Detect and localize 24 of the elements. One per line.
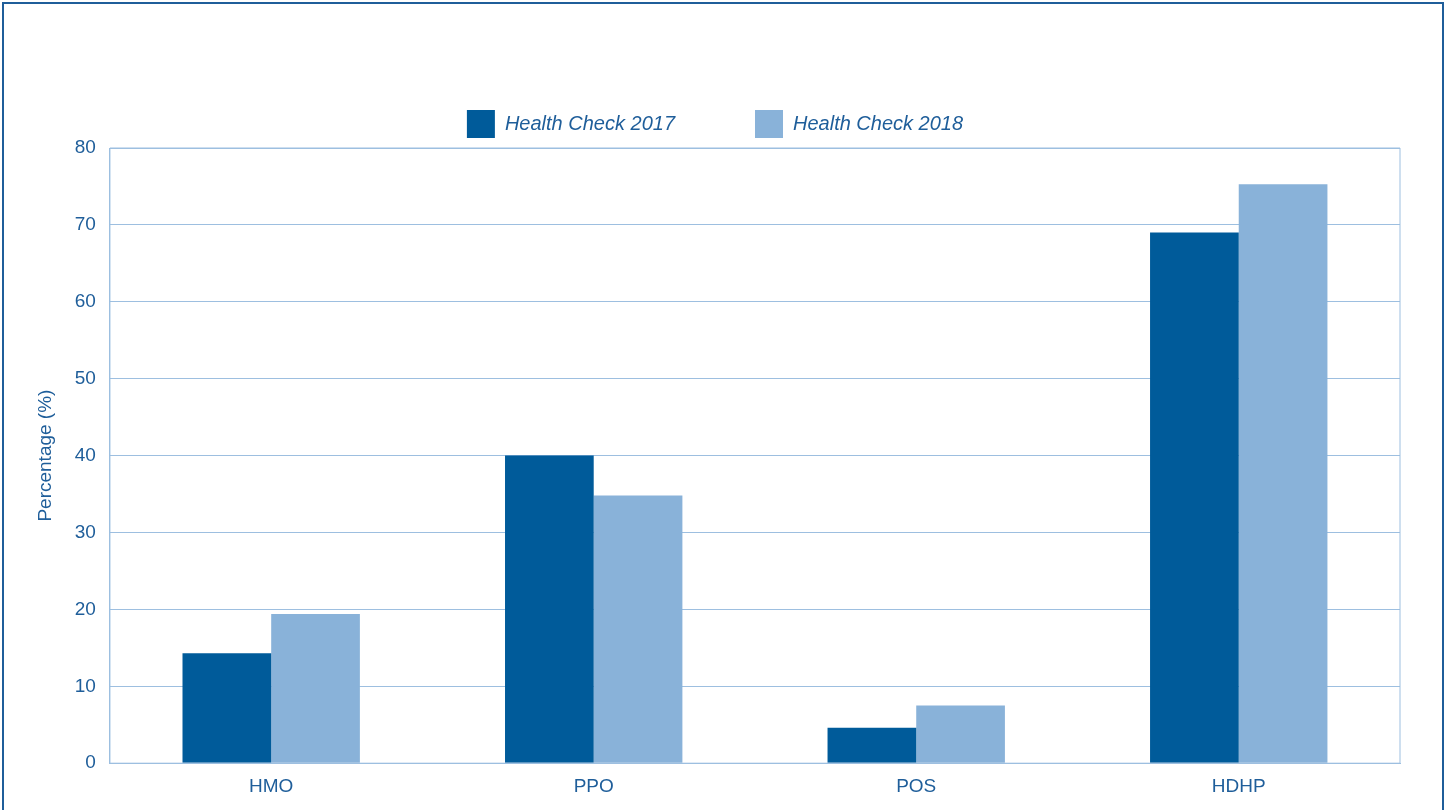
y-tick-label: 80 (74, 136, 96, 158)
y-tick-label: 0 (85, 751, 96, 773)
x-tick-label: HDHP (1211, 774, 1266, 796)
legend-label: Health Check 2017 (504, 111, 676, 134)
bar (916, 705, 1005, 763)
bar (271, 614, 360, 763)
y-tick-label: 40 (74, 443, 96, 465)
y-tick-label: 20 (74, 597, 96, 619)
y-tick-label: 10 (74, 674, 96, 696)
y-tick-label: 70 (74, 213, 96, 235)
bar (1150, 232, 1239, 763)
bar (182, 653, 272, 763)
y-tick-label: 60 (74, 290, 96, 312)
bar (505, 455, 594, 763)
x-tick-label: HMO (249, 774, 294, 796)
legend-label: Health Check 2018 (793, 111, 964, 134)
bar (593, 495, 683, 763)
bar (827, 727, 917, 763)
bar (1238, 184, 1328, 763)
y-axis-title: Percentage (%) (33, 389, 55, 522)
x-tick-label: PPO (573, 774, 614, 796)
y-tick-label: 50 (74, 366, 96, 388)
x-tick-label: POS (896, 774, 937, 796)
y-tick-label: 30 (74, 520, 96, 542)
